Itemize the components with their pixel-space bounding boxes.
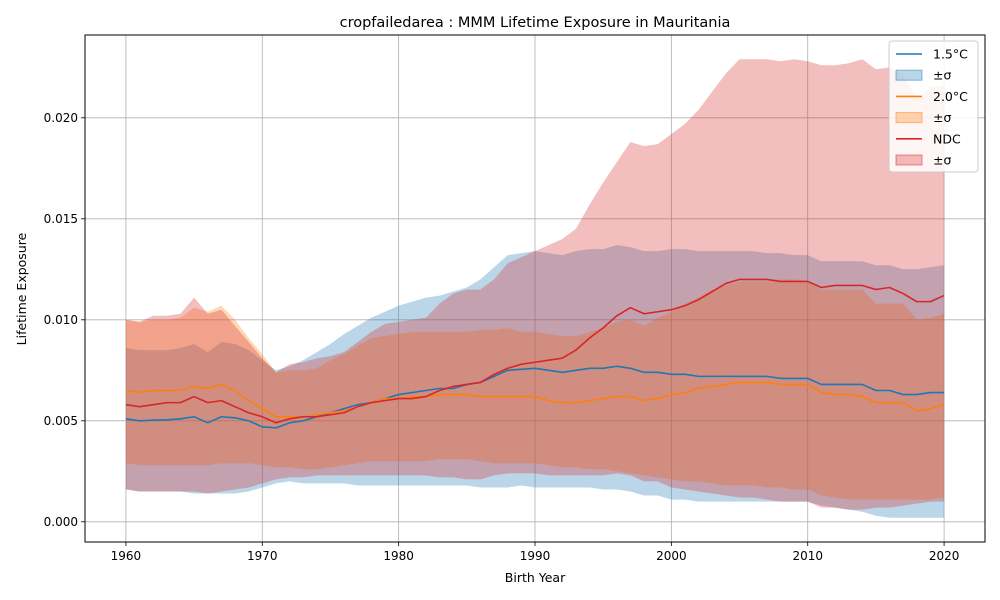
y-tick-label: 0.020 [44, 111, 78, 125]
x-axis-label: Birth Year [505, 570, 566, 585]
y-axis-ticks: 0.000 0.005 0.010 0.015 0.020 [44, 111, 85, 529]
band-2-0-c [125, 279, 945, 500]
grid [85, 35, 985, 542]
x-axis-ticks: 1960 1970 1980 1990 2000 2010 2020 [111, 542, 960, 563]
line-ndc [125, 278, 945, 424]
x-tick-label: 2020 [929, 549, 960, 563]
x-tick-label: 2010 [792, 549, 823, 563]
legend-band-swatch [895, 112, 923, 124]
plot-area: 1960 1970 1980 1990 2000 2010 2020 0.0000.0050… [44, 34, 986, 563]
legend-label: 1.5°C [933, 47, 968, 62]
legend-band-swatch [895, 69, 923, 81]
x-tick-label: 1970 [247, 549, 278, 563]
x-tick-label: 2000 [656, 549, 687, 563]
y-tick-label: 0.010 [44, 313, 78, 327]
chart-title: cropfailedarea : MMM Lifetime Exposure i… [340, 15, 731, 31]
line-1-5-c [125, 365, 945, 429]
legend-label: ±σ [933, 110, 951, 125]
x-tick-label: 1980 [383, 549, 414, 563]
y-axis-label: Lifetime Exposure [14, 232, 29, 345]
legend: 1.5°C ±σ 2.0°C ±σ NDC ±σ [888, 40, 979, 173]
legend-label: ±σ [933, 68, 951, 83]
legend-label: 2.0°C [933, 89, 968, 104]
x-tick-label: 1990 [520, 549, 551, 563]
y-tick-label: 0.015 [44, 212, 78, 226]
series-lines [125, 278, 945, 429]
x-tick-label: 1960 [111, 549, 142, 563]
legend-label: ±σ [933, 153, 951, 168]
legend-band-swatch [895, 154, 923, 166]
y-tick-label: 0.005 [44, 414, 78, 428]
band-ndc [125, 59, 945, 510]
band-1-5-c [125, 245, 945, 518]
legend-label: NDC [933, 131, 961, 146]
y-tick-label: 0.000 [44, 515, 78, 529]
line-2-0-c [125, 381, 945, 418]
std-bands [125, 59, 945, 518]
